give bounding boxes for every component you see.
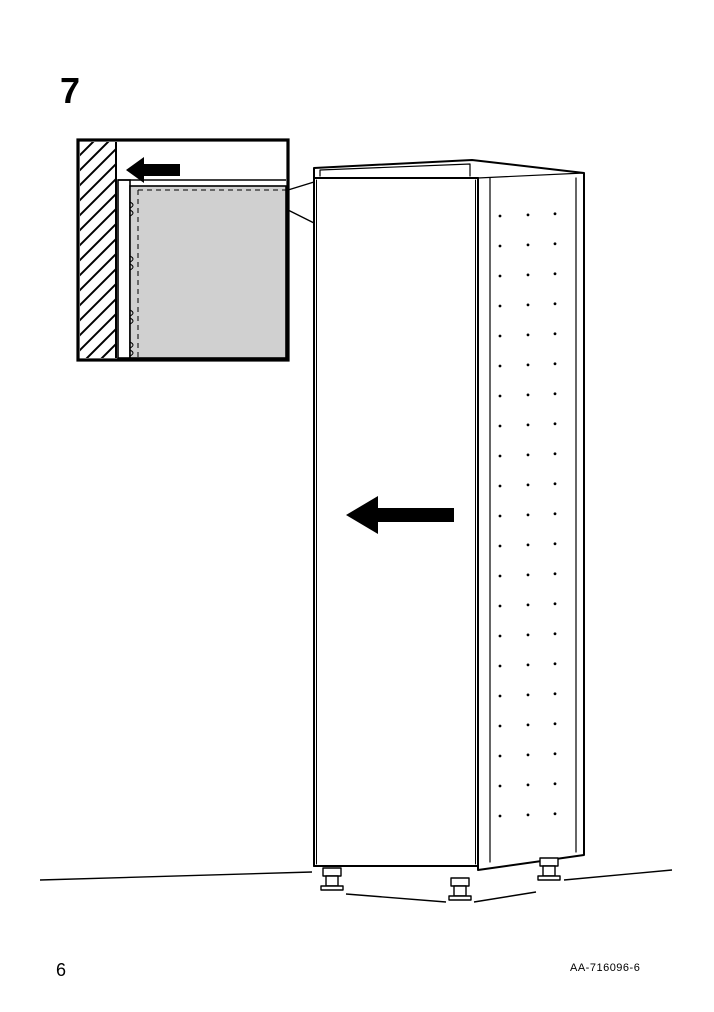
page: 7 [0, 0, 714, 1012]
assembly-diagram [0, 0, 714, 1012]
cabinet-group [314, 160, 584, 900]
floor-line [40, 870, 672, 902]
page-number: 6 [56, 960, 66, 981]
callout-leader [288, 182, 314, 223]
detail-inset [60, 80, 288, 400]
document-id: AA-716096-6 [570, 962, 640, 974]
